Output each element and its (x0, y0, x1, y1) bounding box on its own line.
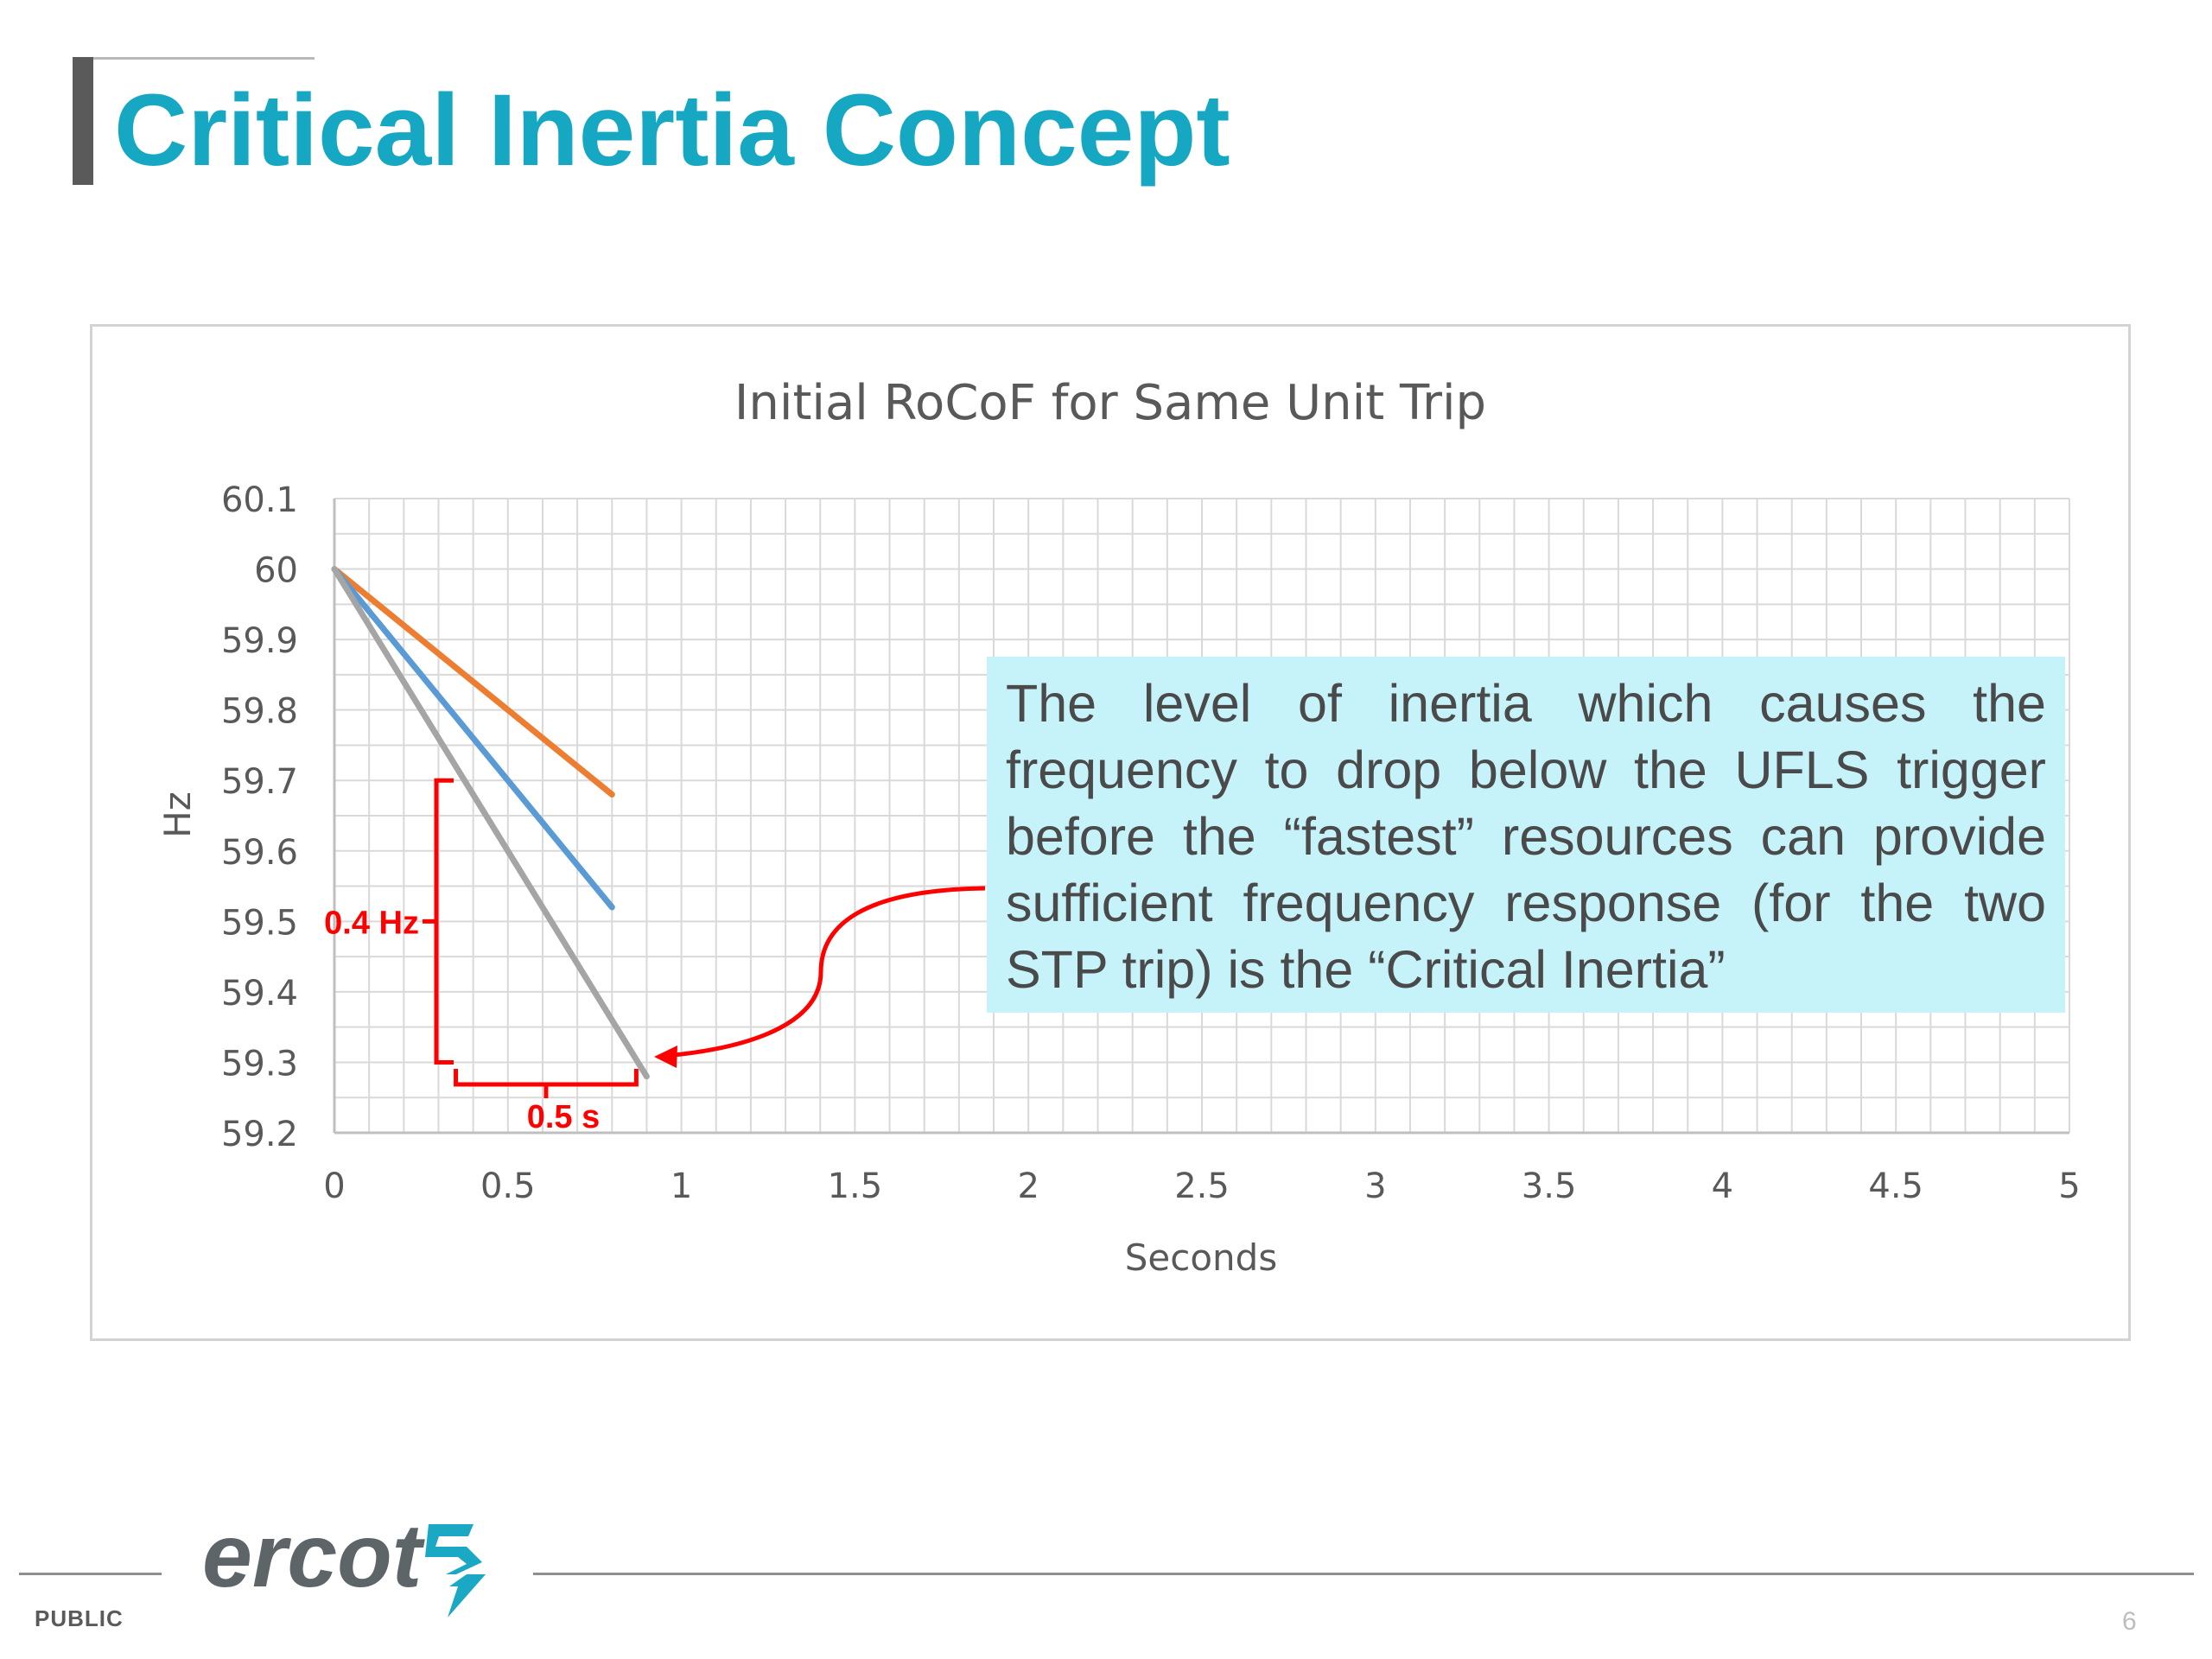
x-tick-label: 1 (671, 1166, 692, 1206)
footer-rule-left (19, 1573, 162, 1575)
slide-title: Critical Inertia Concept (114, 73, 1230, 188)
footer-rule-right (533, 1573, 2194, 1575)
y-tick-label: 60 (254, 551, 298, 591)
callout-arrowhead (654, 1046, 677, 1068)
series-line-3 (331, 566, 650, 1080)
x-axis-label: Seconds (1125, 1236, 1277, 1279)
y-tick-label: 59.8 (221, 692, 298, 732)
chart-annotations: 0.4 Hz 0.5 s (324, 778, 639, 1135)
critical-inertia-callout: The level of inertia which causes the fr… (987, 657, 2065, 1013)
y-tick-label: 59.7 (221, 762, 298, 802)
callout-arrow (664, 886, 986, 1058)
y-tick-label: 59.6 (221, 833, 298, 873)
x-tick-label: 2.5 (1174, 1166, 1230, 1206)
x-tick-label: 5 (2058, 1166, 2080, 1206)
chart-axes: 59.2 59.3 59.4 59.5 59.6 59.7 59.8 59.9 60 60.1 0 0… (221, 480, 2081, 1206)
y-tick-label: 59.4 (221, 974, 298, 1014)
x-tick-label: 4 (1712, 1166, 1733, 1206)
series-line-1 (331, 566, 615, 798)
x-tick-label: 3 (1364, 1166, 1386, 1206)
page-number: 6 (2122, 1607, 2137, 1636)
x-tick-label: 3.5 (1522, 1166, 1577, 1206)
y-tick-label: 59.5 (221, 903, 298, 943)
x-tick-label: 1.5 (828, 1166, 883, 1206)
y-tick-label: 59.9 (221, 621, 298, 661)
classification-label: PUBLIC (35, 1605, 124, 1631)
y-tick-label: 60.1 (221, 480, 298, 520)
delta-t-bracket (454, 1069, 639, 1087)
ercot-logo-text: ercot (202, 1506, 423, 1606)
series-line-2 (331, 566, 615, 911)
title-accent-bar (73, 57, 93, 185)
x-tick-label: 4.5 (1868, 1166, 1923, 1206)
chart-title: Initial RoCoF for Same Unit Trip (734, 375, 1486, 431)
chart-series (331, 566, 650, 1080)
y-tick-label: 59.2 (221, 1115, 298, 1154)
x-tick-label: 0 (323, 1166, 345, 1206)
delta-f-label: 0.4 Hz (324, 905, 419, 941)
x-tick-label: 2 (1017, 1166, 1039, 1206)
delta-t-label: 0.5 s (527, 1099, 601, 1135)
y-tick-label: 59.3 (221, 1044, 298, 1084)
y-axis-label: Hz (156, 791, 199, 838)
x-tick-label: 0.5 (480, 1166, 536, 1206)
title-rule (73, 57, 315, 60)
ercot-logo-mark-icon (425, 1524, 486, 1618)
